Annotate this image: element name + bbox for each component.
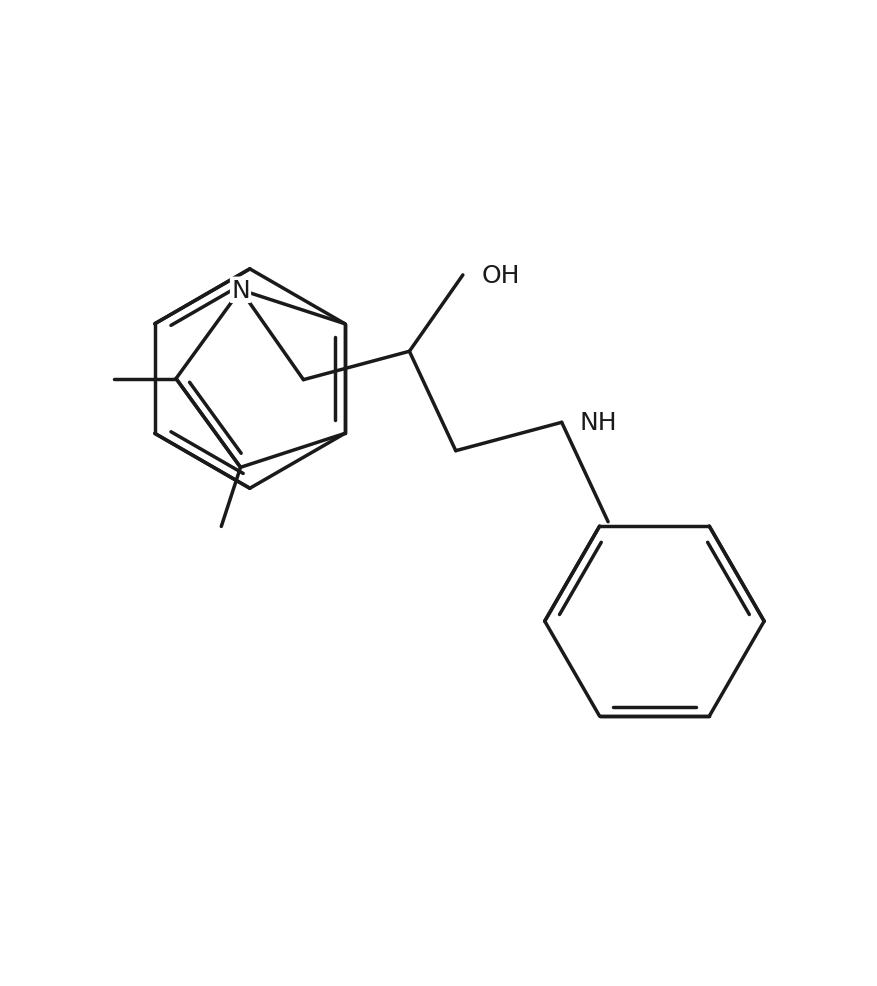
Text: NH: NH (580, 411, 617, 435)
Text: OH: OH (481, 263, 519, 288)
Text: N: N (231, 278, 250, 303)
